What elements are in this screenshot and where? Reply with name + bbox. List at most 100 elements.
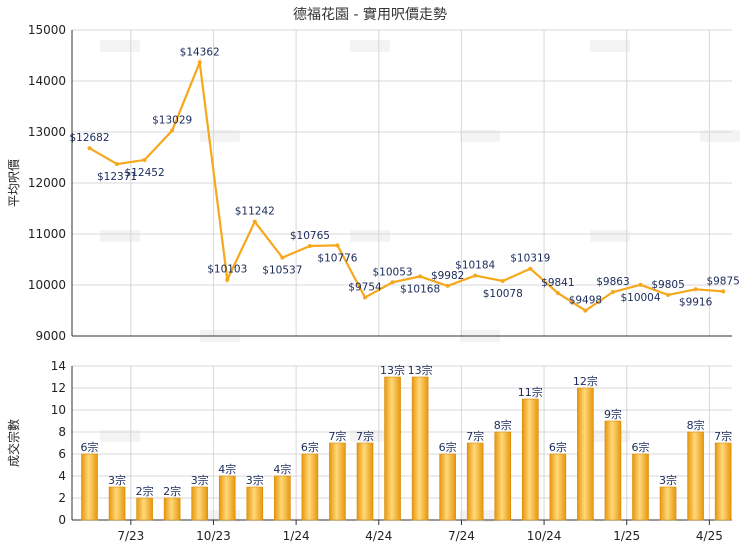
bar-data-label: 6宗 (81, 440, 99, 454)
line-point (638, 282, 643, 287)
line-point (721, 289, 726, 294)
line-data-label: $10776 (317, 252, 357, 264)
watermark-mark (590, 40, 630, 52)
bar (687, 431, 704, 521)
bar (356, 442, 374, 521)
bar-data-label: 13宗 (408, 363, 433, 377)
line-data-label: $10004 (620, 292, 660, 304)
bar-x-tick-label: 10/24 (527, 529, 562, 543)
watermark-mark (100, 40, 140, 52)
bar (494, 431, 512, 521)
line-data-label: $9805 (651, 279, 684, 291)
watermark-mark (460, 130, 500, 142)
line-point (307, 243, 312, 248)
watermark-mark (100, 230, 140, 242)
bar (577, 387, 594, 521)
line-data-label: $14362 (180, 47, 220, 59)
line-y-tick-label: 10000 (28, 278, 66, 292)
line-point (500, 279, 505, 284)
line-y-tick-label: 15000 (28, 23, 66, 37)
line-y-tick-label: 9000 (35, 329, 66, 343)
line-point (693, 287, 698, 292)
line-y-axis-title: 平均呎價 (7, 159, 21, 207)
bar (384, 376, 401, 521)
bar (521, 398, 539, 521)
line-point (390, 280, 395, 285)
line-point (87, 146, 92, 151)
bar (108, 486, 126, 521)
line-point (170, 128, 175, 133)
bar-data-label: 3宗 (659, 473, 677, 487)
line-point (445, 283, 450, 288)
line-data-label: $9982 (431, 270, 464, 282)
bar-data-label: 7宗 (466, 429, 484, 443)
bar-data-label: 7宗 (714, 429, 732, 443)
line-data-label: $9875 (706, 275, 739, 287)
bar (329, 442, 346, 521)
line-point (555, 291, 560, 296)
bar-y-tick-label: 4 (58, 469, 66, 483)
line-data-label: $9916 (679, 296, 713, 308)
line-point (583, 308, 588, 313)
line-data-label: $9754 (348, 282, 382, 294)
line-point (197, 60, 202, 65)
bar-data-label: 13宗 (380, 363, 405, 377)
line-point (225, 277, 230, 282)
bar-data-label: 6宗 (301, 440, 319, 454)
bar (466, 442, 484, 521)
bar (714, 442, 732, 521)
bar-chart-axes: 0 2 4 6 8 10 12 14 7/23 10/23 1/24 4/24 7/24 10/24 1/2… (6, 359, 732, 543)
bar-data-label: 11宗 (518, 385, 543, 399)
line-point (280, 255, 285, 260)
bar-y-tick-label: 0 (58, 513, 66, 527)
bar-y-tick-label: 14 (51, 359, 66, 373)
line-data-label: $10765 (290, 230, 330, 242)
line-point (363, 295, 367, 300)
line-data-label: $12682 (69, 132, 109, 144)
line-data-label: $10168 (400, 283, 440, 295)
line-point (418, 274, 423, 279)
bar-y-axis-title: 成交宗數 (6, 419, 21, 467)
watermark-mark (590, 230, 630, 242)
bar-data-label: 8宗 (687, 418, 705, 432)
watermark-mark (700, 130, 740, 142)
bar-data-label: 4宗 (218, 462, 236, 476)
bar-data-label: 8宗 (494, 418, 512, 432)
line-point (252, 219, 257, 224)
bar-y-tick-label: 6 (58, 447, 66, 461)
watermark-mark (350, 230, 390, 242)
line-data-label: $10537 (262, 265, 302, 277)
line-point (610, 289, 615, 294)
line-point (666, 292, 671, 297)
line-data-label: $10103 (207, 264, 247, 276)
bar (218, 475, 236, 521)
line-chart-series (87, 58, 726, 313)
bar-x-tick-label: 1/24 (283, 529, 310, 543)
watermark-mark (100, 430, 140, 442)
line-y-tick-label: 13000 (28, 125, 66, 139)
line-point (528, 266, 533, 271)
line-data-label: $11242 (235, 206, 275, 218)
bar-chart-labels: 6宗 3宗 2宗 2宗 3宗 4宗 3宗 4宗 6宗 7宗 7宗 13宗 13宗 6宗 7宗 8宗 11宗 6宗 1… (81, 363, 733, 498)
line-data-label: $13029 (152, 115, 192, 127)
bar-chart-series (81, 376, 732, 521)
bar (246, 486, 264, 521)
bar (301, 453, 319, 521)
bar-data-label: 6宗 (439, 440, 457, 454)
bar-x-tick-label: 10/23 (196, 529, 231, 543)
bar-x-tick-label: 4/25 (696, 529, 723, 543)
bar-y-tick-label: 10 (51, 403, 66, 417)
bar-data-label: 2宗 (163, 484, 181, 498)
bar (604, 420, 622, 521)
bar (659, 486, 677, 521)
bar-data-label: 6宗 (549, 440, 567, 454)
bar (136, 497, 153, 521)
line-data-label: $9498 (569, 295, 602, 307)
line-series-path (88, 58, 724, 312)
line-chart-axes: 9000 10000 11000 12000 13000 14000 15000 平均呎價 (7, 23, 732, 343)
bar (439, 453, 456, 521)
bar-x-tick-label: 1/25 (613, 529, 640, 543)
bar-data-label: 9宗 (604, 407, 622, 421)
